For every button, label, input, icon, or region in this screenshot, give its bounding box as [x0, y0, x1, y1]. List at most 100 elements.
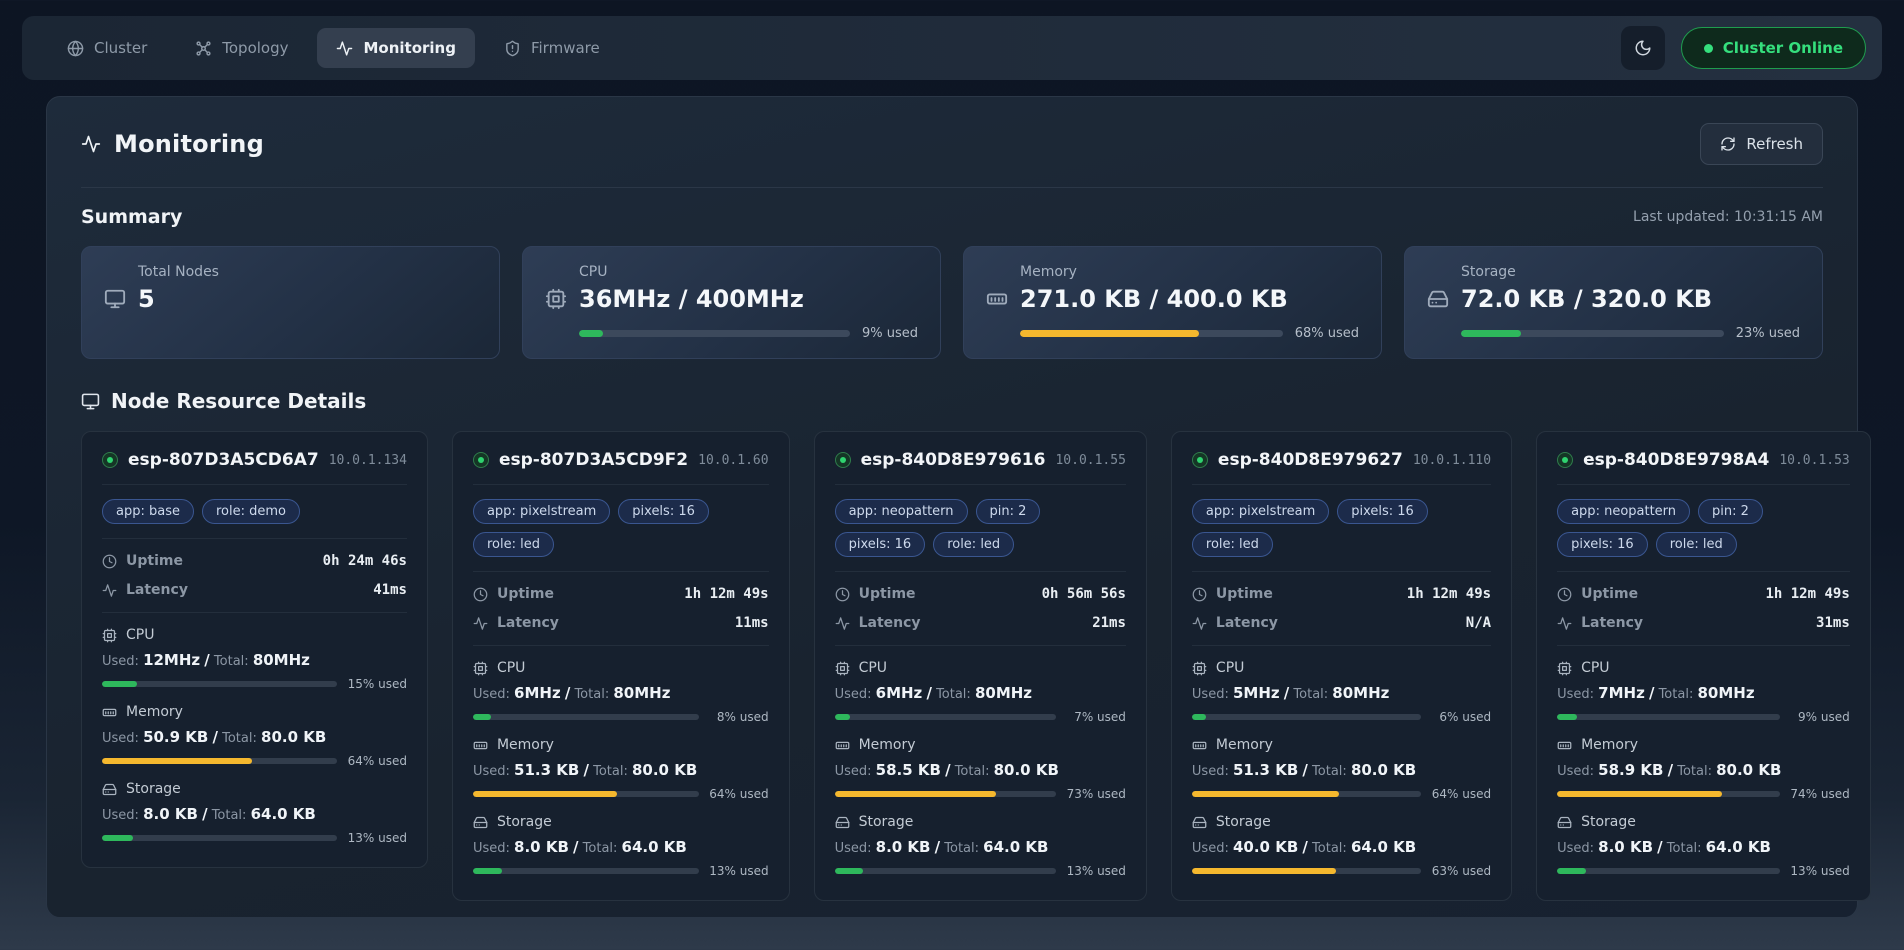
percent-used-label: 13% used: [347, 831, 407, 845]
node-storage-section: Storage Used: 40.0 KB / Total: 64.0 KB 6…: [1191, 814, 1492, 878]
cpu-total-value: 80MHz: [1332, 684, 1390, 702]
used-label: Used:: [472, 841, 510, 856]
storage-title: Storage: [496, 814, 552, 830]
used-label: Used:: [1191, 687, 1229, 702]
total-label: Total:: [1312, 841, 1347, 856]
node-badge: app: pixelstream: [1191, 499, 1330, 524]
memory-total-value: 80.0 KB: [1716, 761, 1782, 779]
divider: [1191, 571, 1492, 572]
progress-fill: [472, 791, 618, 797]
percent-used-label: 73% used: [1066, 787, 1126, 801]
activity-icon: [336, 40, 353, 57]
slash: /: [945, 761, 951, 779]
refresh-button[interactable]: Refresh: [1700, 123, 1823, 165]
activity-icon: [835, 616, 850, 631]
tab-firmware[interactable]: Firmware: [485, 28, 619, 68]
percent-used-label: 9% used: [1798, 710, 1850, 724]
slash: /: [1302, 761, 1308, 779]
activity-icon: [102, 583, 117, 598]
node-ip: 10.0.1.134: [328, 452, 407, 468]
latency-label: Latency: [126, 582, 188, 598]
status-dot-icon: [1703, 43, 1713, 53]
cluster-status-badge[interactable]: Cluster Online: [1680, 27, 1866, 69]
used-label: Used:: [102, 731, 139, 746]
tab-cluster[interactable]: Cluster: [48, 28, 166, 68]
used-label: Used:: [1557, 687, 1595, 702]
percent-used-label: 13% used: [709, 864, 769, 878]
summary-grid: Total Nodes 5 CPU 36MHz / 400MHz 9% used…: [81, 246, 1823, 359]
cpu-title: CPU: [1215, 660, 1245, 676]
memory-usage-line: Used: 50.9 KB / Total: 80.0 KB: [102, 728, 407, 746]
percent-used-label: 9% used: [861, 326, 918, 341]
tab-label: Topology: [222, 39, 289, 57]
progress-track: [102, 758, 337, 764]
node-status-dot: [472, 452, 489, 468]
memory-title: Memory: [496, 737, 554, 753]
latency-value: N/A: [1465, 615, 1492, 631]
node-badges: app: pixelstream pixels: 16 role: led: [1191, 499, 1491, 557]
uptime-row: Uptime 1h 12m 49s: [473, 586, 769, 602]
node-badge: app: pixelstream: [472, 499, 611, 524]
tab-monitoring[interactable]: Monitoring: [317, 28, 475, 68]
latency-value: 41ms: [373, 582, 407, 598]
slash: /: [564, 684, 571, 702]
latency-row: Latency 11ms: [473, 615, 769, 631]
used-label: Used:: [102, 808, 139, 823]
storage-icon: [1192, 815, 1207, 830]
node-badge: role: led: [1191, 532, 1273, 557]
node-badges: app: neopattern pin: 2 pixels: 16 role: led: [1557, 499, 1850, 557]
uptime-row: Uptime 1h 12m 49s: [1557, 586, 1850, 602]
node-memory-section: Memory Used: 58.9 KB / Total: 80.0 KB 74…: [1557, 737, 1850, 801]
node-card: esp-840D8E9798A4 10.0.1.53 app: neopatte…: [1536, 431, 1871, 901]
cpu-total-value: 80MHz: [252, 651, 310, 669]
nodes-heading: Node Resource Details: [111, 389, 367, 413]
latency-label: Latency: [1215, 615, 1278, 631]
progress-track: [834, 791, 1056, 797]
memory-total-value: 80.0 KB: [631, 761, 698, 779]
node-cpu-section: CPU Used: 6MHz / Total: 80MHz 8% used: [472, 660, 769, 724]
memory-title: Memory: [1581, 737, 1639, 753]
summary-progress: 9% used: [579, 326, 918, 341]
node-badge: pin: 2: [1698, 499, 1763, 524]
summary-card-value: 271.0 KB / 400.0 KB: [1020, 285, 1288, 313]
node-badge: app: neopattern: [834, 499, 968, 524]
total-label: Total:: [222, 731, 257, 746]
summary-card: Total Nodes 5: [81, 246, 500, 359]
node-name: esp-840D8E979616: [860, 450, 1046, 470]
storage-icon: [1427, 288, 1449, 310]
node-storage-section: Storage Used: 8.0 KB / Total: 64.0 KB 13…: [834, 814, 1126, 878]
node-status-dot: [1191, 452, 1208, 468]
progress-fill: [102, 758, 253, 764]
cpu-icon: [835, 661, 850, 676]
tab-label: Cluster: [94, 39, 148, 57]
storage-used-value: 8.0 KB: [514, 838, 569, 856]
storage-title: Storage: [858, 814, 914, 830]
memory-icon: [1192, 738, 1207, 753]
memory-icon: [473, 738, 488, 753]
cpu-usage-line: Used: 12MHz / Total: 80MHz: [102, 651, 407, 669]
divider: [472, 571, 769, 572]
refresh-icon: [1720, 136, 1736, 152]
storage-usage-line: Used: 8.0 KB / Total: 64.0 KB: [473, 838, 769, 856]
progress-track: [472, 868, 699, 874]
memory-title: Memory: [126, 704, 183, 720]
total-label: Total:: [1677, 764, 1712, 779]
node-cpu-section: CPU Used: 5MHz / Total: 80MHz 6% used: [1191, 660, 1491, 724]
percent-used-label: 63% used: [1431, 864, 1492, 878]
storage-usage-line: Used: 8.0 KB / Total: 64.0 KB: [102, 805, 407, 823]
storage-title: Storage: [1215, 814, 1271, 830]
progress-track: [472, 791, 699, 797]
tab-topology[interactable]: Topology: [176, 28, 307, 68]
clock-icon: [835, 587, 850, 602]
storage-icon: [835, 815, 850, 830]
theme-toggle-button[interactable]: [1620, 26, 1665, 70]
progress-fill: [579, 330, 604, 337]
uptime-row: Uptime 0h 56m 56s: [835, 586, 1126, 602]
storage-icon: [102, 782, 117, 797]
clock-icon: [102, 554, 117, 569]
memory-icon: [1557, 738, 1572, 753]
total-label: Total:: [1293, 687, 1329, 702]
total-label: Total:: [1658, 687, 1694, 702]
slash: /: [202, 805, 208, 823]
summary-card: CPU 36MHz / 400MHz 9% used: [522, 246, 941, 359]
